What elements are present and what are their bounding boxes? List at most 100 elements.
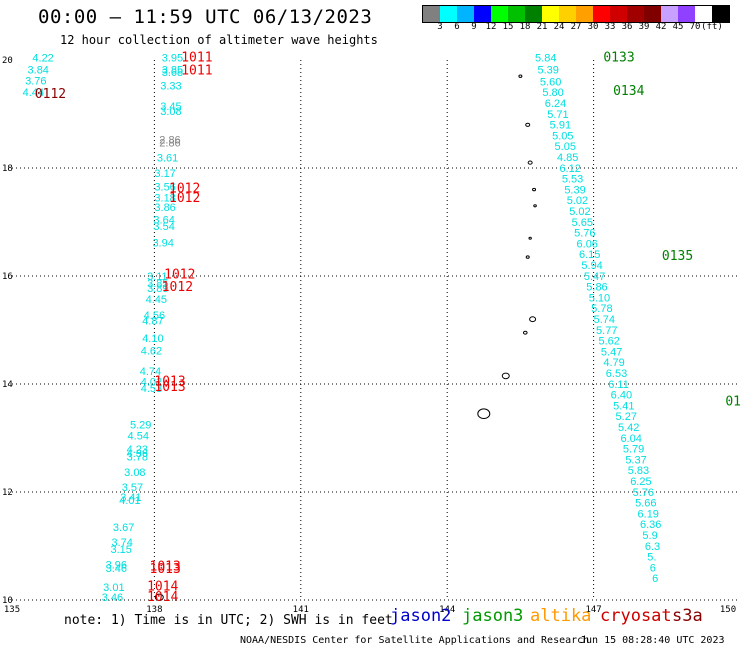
- swh-value-label: 3.85: [147, 278, 168, 290]
- colorbar-swatch: [661, 6, 678, 22]
- swh-value-label: 6.11: [608, 379, 629, 391]
- footnote: note: 1) Time is in UTC; 2) SWH is in fe…: [64, 613, 393, 628]
- pass-time-label: 1012: [169, 181, 200, 196]
- colorbar-swatch: [474, 6, 491, 22]
- pass-time-label: 1013: [154, 375, 185, 390]
- swh-value-label: 4.45: [146, 294, 167, 306]
- swh-value-label: 4.56: [144, 310, 165, 322]
- island-outline: [525, 255, 530, 259]
- legend-item-altika: altika: [530, 606, 592, 626]
- colorbar-swatch: [627, 6, 644, 22]
- swh-value-label: 5.60: [540, 76, 561, 88]
- x-tick-label: 141: [293, 605, 309, 615]
- swh-value-label: 6.3: [645, 541, 660, 553]
- x-tick-label: 150: [720, 605, 736, 615]
- swh-value-label: 6.24: [545, 98, 566, 110]
- colorbar-tick-label: 24: [553, 22, 565, 32]
- swh-value-label: 3.08: [124, 467, 145, 479]
- colorbar-swatch: [695, 6, 712, 22]
- swh-value-label: 3.89: [147, 283, 168, 295]
- legend-item-cryosat: cryosat: [600, 606, 672, 626]
- swh-value-label: 4.85: [557, 152, 578, 164]
- island-outline: [518, 74, 523, 78]
- swh-value-label: 3.18: [154, 192, 175, 204]
- swh-value-label: 5.76: [633, 487, 654, 499]
- pass-time-label: 1011: [181, 64, 212, 79]
- swh-value-label: 5.53: [562, 174, 583, 186]
- swh-value-label: 3.01: [103, 582, 124, 594]
- swh-value-label: 5.84: [535, 53, 556, 65]
- colorbar-tick-label: 33: [604, 22, 616, 32]
- pass-time-label: 1012: [169, 191, 200, 206]
- swh-value-label: 4.79: [603, 357, 624, 369]
- colorbar-tick-label: 6: [454, 22, 460, 32]
- colorbar-swatch: [610, 6, 627, 22]
- swh-value-label: 5.37: [625, 454, 646, 466]
- colorbar-swatch: [423, 6, 440, 22]
- map-title: 00:00 — 11:59 UTC 06/13/2023: [38, 6, 373, 28]
- island-outline: [527, 160, 533, 165]
- swh-value-label: 5.29: [130, 419, 151, 431]
- y-tick-label: 12: [2, 488, 13, 498]
- colorbar-tick-label: 21: [536, 22, 548, 32]
- swh-value-label: 5.: [647, 552, 656, 564]
- colorbar-swatch: [525, 6, 542, 22]
- swh-value-label: 5.05: [552, 130, 573, 142]
- pass-time-label: 013: [725, 395, 740, 410]
- pass-time-label: 1012: [164, 268, 195, 283]
- swh-value-label: 5.39: [564, 184, 585, 196]
- legend-item-s3a: s3a: [672, 606, 703, 626]
- swh-value-label: 3.33: [160, 81, 181, 93]
- swh-value-label: 5.02: [567, 195, 588, 207]
- swh-value-label: 3.94: [152, 237, 173, 249]
- colorbar-swatch: [576, 6, 593, 22]
- swh-value-label: 3.78: [127, 452, 148, 464]
- pass-time-label: 0134: [613, 84, 644, 99]
- swh-value-label: 2.86: [159, 135, 180, 147]
- pass-time-label: 1011: [181, 51, 212, 66]
- island-outline: [477, 408, 491, 420]
- swh-value-label: 6: [650, 562, 656, 574]
- island-outline: [501, 372, 510, 380]
- swh-value-label: 5.74: [594, 314, 615, 326]
- swh-value-label: 5.39: [537, 65, 558, 77]
- pass-time-label: 1013: [154, 380, 185, 395]
- swh-value-label: 3.15: [110, 544, 131, 556]
- colorbar-tick-label: 45: [672, 22, 684, 32]
- swh-value-label: 5.27: [616, 411, 637, 423]
- swh-value-label: 5.86: [586, 282, 607, 294]
- y-tick-label: 10: [2, 596, 13, 606]
- swh-value-label: 5.10: [589, 292, 610, 304]
- swh-value-label: 6.19: [638, 508, 659, 520]
- swh-value-label: 3.17: [154, 168, 175, 180]
- colorbar-swatch: [644, 6, 661, 22]
- colorbar-tick-label: 70: [689, 22, 701, 32]
- swh-value-label: 6.15: [579, 249, 600, 261]
- swh-value-label: 4.02: [141, 377, 162, 389]
- swh-value-label: 5.41: [613, 400, 634, 412]
- legend-item-jason2: jason2: [390, 606, 452, 626]
- pass-time-label: 0112: [35, 87, 66, 102]
- colorbar-swatch: [678, 6, 695, 22]
- colorbar-tick-label: 3: [437, 22, 443, 32]
- pass-time-label: 0135: [662, 249, 693, 264]
- swh-value-label: 3.11: [147, 271, 168, 283]
- colorbar-tick-label: 27: [570, 22, 582, 32]
- swh-value-label: 4.53: [141, 383, 162, 395]
- colorbar-tick-label: (ft): [701, 22, 723, 32]
- swh-value-label: 5.71: [547, 109, 568, 121]
- swh-value-label: 5.76: [574, 228, 595, 240]
- y-tick-label: 14: [2, 380, 13, 390]
- colorbar-swatch: [491, 6, 508, 22]
- x-tick-label: 138: [146, 605, 162, 615]
- legend-item-jason3: jason3: [462, 606, 524, 626]
- island-outline: [532, 187, 537, 192]
- island-outline: [525, 122, 531, 127]
- swh-value-label: 3.46: [102, 592, 123, 604]
- swh-value-label: 6.53: [606, 368, 627, 380]
- swh-value-label: 4.36: [127, 448, 148, 460]
- swh-value-label: 3.41: [120, 492, 141, 504]
- swh-value-label: 4.44: [23, 87, 44, 99]
- x-tick-label: 147: [585, 605, 601, 615]
